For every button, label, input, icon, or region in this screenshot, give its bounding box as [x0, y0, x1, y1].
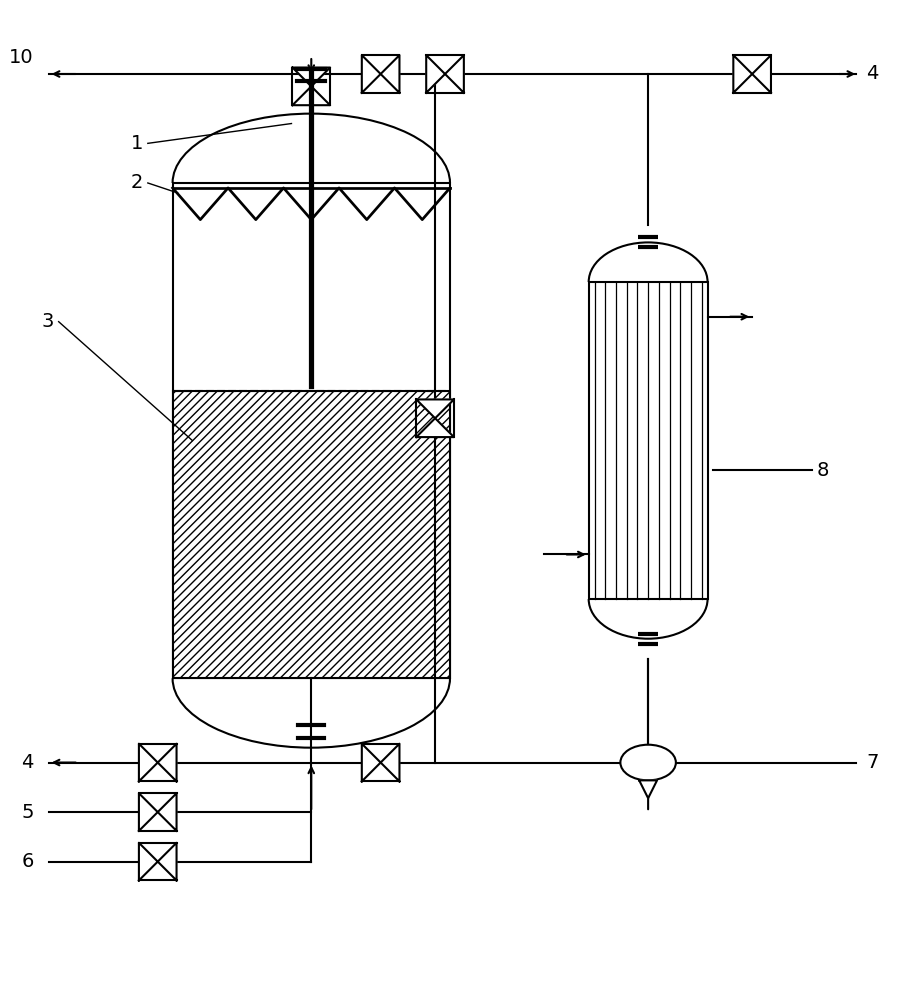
Polygon shape [292, 86, 330, 105]
Polygon shape [158, 793, 177, 831]
Text: 4: 4 [867, 64, 878, 83]
Text: 7: 7 [867, 753, 878, 772]
Polygon shape [380, 744, 399, 781]
Polygon shape [361, 55, 380, 93]
Text: 2: 2 [130, 173, 143, 192]
Polygon shape [158, 744, 177, 781]
Bar [172, 391, 450, 678]
Text: 4: 4 [22, 753, 34, 772]
Polygon shape [158, 843, 177, 880]
Bar [172, 183, 450, 678]
Text: 8: 8 [816, 461, 829, 480]
Polygon shape [361, 744, 380, 781]
Polygon shape [139, 744, 158, 781]
Polygon shape [139, 793, 158, 831]
Polygon shape [292, 68, 330, 86]
Polygon shape [380, 55, 399, 93]
Text: 1: 1 [130, 134, 143, 153]
Polygon shape [416, 399, 454, 418]
Ellipse shape [621, 745, 675, 780]
Polygon shape [640, 780, 657, 798]
Polygon shape [753, 55, 771, 93]
Polygon shape [734, 55, 753, 93]
Text: 3: 3 [41, 312, 54, 331]
Text: 5: 5 [22, 803, 34, 822]
Polygon shape [445, 55, 464, 93]
Text: 10: 10 [9, 48, 34, 67]
Polygon shape [416, 418, 454, 437]
Text: 6: 6 [22, 852, 34, 871]
Polygon shape [426, 55, 445, 93]
Polygon shape [139, 843, 158, 880]
Bar [588, 282, 708, 599]
